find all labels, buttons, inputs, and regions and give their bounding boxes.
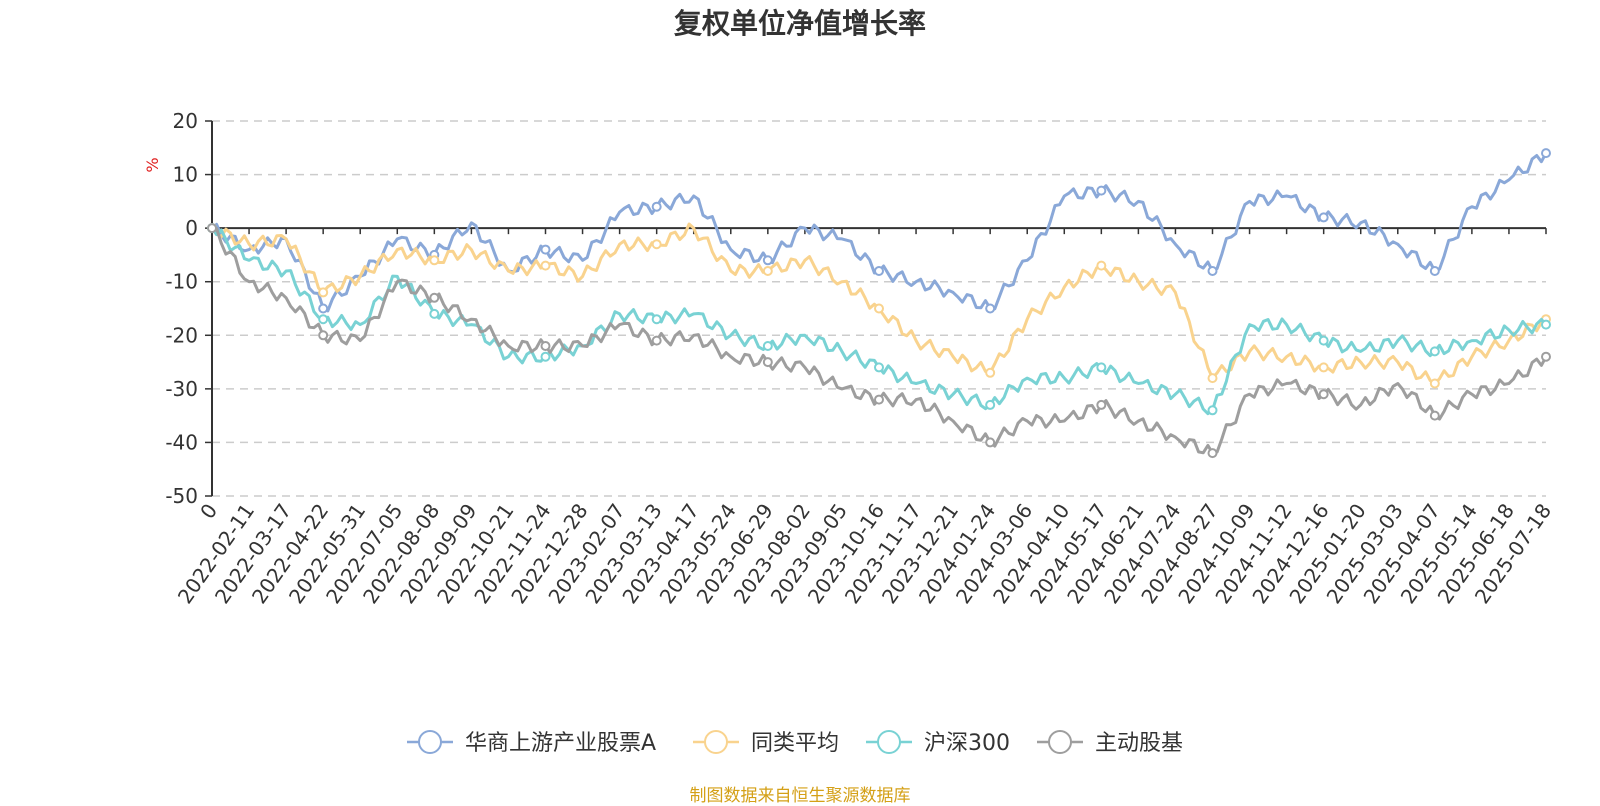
series-line [211, 226, 1548, 455]
data-point [1318, 389, 1329, 400]
series-lines [207, 148, 1551, 459]
y-tick-label: -40 [165, 430, 198, 454]
data-point [429, 255, 440, 266]
x-tick-label: 0 [195, 499, 222, 523]
data-point [540, 244, 551, 255]
data-point [429, 308, 440, 319]
data-point [1429, 378, 1440, 389]
data-point [1096, 362, 1107, 373]
data-point [429, 292, 440, 303]
legend-label: 同类平均 [751, 731, 839, 756]
legend-label: 沪深300 [924, 731, 1010, 756]
data-point [1096, 185, 1107, 196]
data-point [985, 437, 996, 448]
y-tick-label: -50 [165, 484, 198, 508]
legend-label: 主动股基 [1095, 731, 1183, 756]
legend-marker [418, 730, 442, 754]
y-tick-label: 20 [173, 109, 198, 133]
y-axis-label: % [143, 157, 162, 172]
data-point [874, 394, 884, 405]
data-point [1429, 346, 1440, 357]
data-point [651, 239, 662, 250]
data-point [1429, 266, 1440, 276]
data-point [540, 341, 551, 351]
data-point [1318, 362, 1329, 373]
grid-lines [212, 120, 1546, 497]
data-point [985, 303, 996, 314]
data-point [1541, 148, 1551, 159]
data-point [651, 201, 662, 212]
data-point [762, 266, 773, 276]
legend-marker [877, 730, 901, 754]
data-point [762, 255, 773, 266]
data-point [1318, 212, 1329, 223]
data-point [318, 303, 329, 314]
y-tick-label: 0 [185, 216, 198, 240]
y-tick-label: 10 [173, 163, 198, 187]
chart-title: 复权单位净值增长率 [673, 7, 926, 40]
data-point [1541, 319, 1551, 330]
data-point [762, 357, 773, 368]
source-note: 制图数据来自恒生聚源数据库 [689, 786, 911, 806]
data-point [985, 399, 996, 410]
data-point [874, 362, 884, 373]
data-point [318, 330, 329, 341]
data-point [1429, 410, 1440, 421]
legend: 华商上游产业股票A 同类平均 沪深300 主动股基 [407, 730, 1183, 756]
y-tick-label: -20 [165, 323, 198, 347]
data-point [1207, 448, 1218, 459]
data-point [651, 314, 662, 325]
data-point [874, 303, 884, 314]
data-point [1541, 351, 1551, 362]
data-point [540, 260, 551, 271]
data-point [1096, 399, 1107, 410]
data-point [540, 351, 551, 362]
data-point [874, 266, 884, 276]
y-tick-label: -10 [165, 270, 198, 294]
data-point [1207, 405, 1218, 416]
data-point [1318, 335, 1329, 346]
data-point [651, 335, 662, 346]
data-point [207, 223, 217, 234]
data-point [1207, 266, 1218, 276]
legend-marker [704, 730, 728, 754]
data-point [1207, 373, 1218, 384]
data-point [762, 341, 773, 351]
legend-marker [1048, 730, 1072, 754]
data-point [318, 314, 329, 325]
y-tick-label: -30 [165, 377, 198, 401]
data-point [985, 367, 996, 378]
data-point [318, 287, 329, 298]
legend-label: 华商上游产业股票A [465, 731, 656, 756]
data-point [1096, 260, 1107, 271]
